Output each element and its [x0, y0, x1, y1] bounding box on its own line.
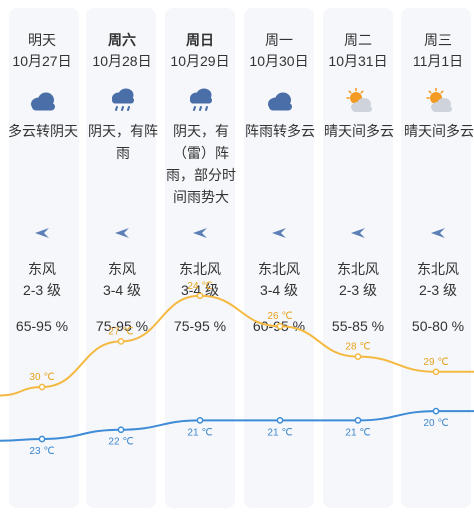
day-card-background	[401, 8, 471, 508]
high-temp-point	[38, 383, 46, 391]
day-column[interactable]: 周六 10月28日 阴天，有阵雨 东风 3-4 级 75-95 %	[82, 0, 162, 516]
cloudy-icon	[28, 88, 58, 114]
low-temp-line	[0, 410, 474, 442]
humidity-range: 50-80 %	[411, 318, 465, 334]
day-date: 10月31日	[328, 53, 388, 69]
day-date: 11月1日	[412, 53, 464, 69]
low-temp-point	[276, 417, 284, 424]
wind-level: 2-3 级	[418, 282, 458, 298]
low-temp-point	[354, 417, 362, 424]
day-card-background	[323, 8, 393, 508]
day-card-background	[9, 8, 79, 508]
high-temp-line	[0, 294, 474, 397]
shower-icon	[186, 88, 216, 114]
day-column[interactable]: 周二 10月31日 晴天间多云 东北风 2-3 级 55-85 %	[318, 0, 398, 516]
day-date: 10月29日	[170, 53, 230, 69]
day-date: 10月27日	[12, 53, 72, 69]
high-temp-label: 28 ℃	[345, 342, 370, 353]
wind-direction-icon	[270, 224, 288, 242]
weather-description: 阵雨转多云	[245, 123, 315, 139]
wind-direction-icon	[429, 224, 447, 242]
weather-description: 晴天间多云	[404, 123, 474, 139]
low-temp-label: 23 ℃	[29, 446, 54, 457]
sun-cloud-icon	[424, 87, 454, 114]
day-column[interactable]: 明天 10月27日 多云转阴天 东风 2-3 级 65-95 %	[2, 0, 82, 516]
day-name: 周日	[186, 32, 214, 48]
sun-cloud-icon	[344, 87, 374, 114]
wind-direction-icon	[191, 224, 209, 242]
day-column[interactable]: 周三 11月1日 晴天间多云 东北风 2-3 级 50-80 %	[398, 0, 474, 516]
high-temp-point	[276, 322, 284, 330]
high-temp-label: 30 ℃	[29, 372, 54, 383]
humidity-range: 75-95 %	[173, 318, 227, 334]
weather-description: 阴天，有阵雨	[88, 123, 158, 161]
day-column[interactable]: 周一 10月30日 阵雨转多云 东北风 3-4 级 60-95 %	[239, 0, 319, 516]
wind-level: 2-3 级	[338, 282, 378, 298]
day-name: 周一	[265, 32, 293, 48]
low-temp-point	[196, 417, 204, 424]
day-card-background	[244, 8, 314, 508]
low-temp-label: 21 ℃	[187, 427, 212, 438]
day-name: 明天	[28, 32, 56, 48]
wind-level: 2-3 级	[22, 282, 62, 298]
high-temp-label: 26 ℃	[267, 311, 292, 322]
wind-level: 3-4 级	[102, 282, 142, 298]
humidity-range: 75-95 %	[95, 318, 149, 334]
day-date: 10月30日	[249, 53, 309, 69]
high-temp-point	[196, 292, 204, 300]
humidity-range: 55-85 %	[331, 318, 385, 334]
day-column[interactable]: 周日 10月29日 阴天，有（雷）阵雨，部分时间雨势大 东北风 3-4 级 75…	[160, 0, 240, 516]
low-temp-label: 21 ℃	[267, 427, 292, 438]
wind-direction-icon	[113, 224, 131, 242]
weather-description: 晴天间多云	[324, 123, 394, 139]
low-temp-point	[38, 435, 46, 443]
wind-direction-icon	[349, 224, 367, 242]
high-temp-label: 29 ℃	[423, 357, 448, 368]
high-temp-label: 24 ℃	[187, 281, 212, 292]
wind-level: 3-4 级	[259, 282, 299, 298]
day-name: 周三	[424, 32, 452, 48]
low-temp-point	[432, 407, 440, 415]
day-name: 周二	[344, 32, 372, 48]
day-name: 周六	[108, 32, 136, 48]
low-temp-label: 20 ℃	[423, 418, 448, 429]
wind-direction-icon	[33, 224, 51, 242]
high-temp-point	[354, 353, 362, 360]
high-temp-point	[432, 368, 440, 376]
wind-direction: 东风	[28, 261, 56, 277]
wind-level: 3-4 级	[180, 282, 220, 298]
shower-icon	[108, 88, 138, 114]
low-temp-label: 21 ℃	[345, 427, 370, 438]
weather-description: 多云转阴天	[8, 123, 78, 139]
wind-direction: 东北风	[258, 261, 300, 277]
cloudy-icon	[265, 88, 295, 114]
humidity-range: 65-95 %	[15, 318, 69, 334]
high-temp-point	[117, 338, 125, 345]
weather-description: 阴天，有（雷）阵雨，部分时间雨势大	[166, 123, 236, 205]
low-temp-label: 22 ℃	[108, 437, 133, 448]
wind-direction: 东北风	[417, 261, 459, 277]
wind-direction: 东北风	[179, 261, 221, 277]
high-temp-label: 27 ℃	[108, 326, 133, 337]
wind-direction: 东北风	[337, 261, 379, 277]
low-temp-point	[117, 426, 125, 434]
wind-direction: 东风	[108, 261, 136, 277]
day-date: 10月28日	[92, 53, 152, 69]
